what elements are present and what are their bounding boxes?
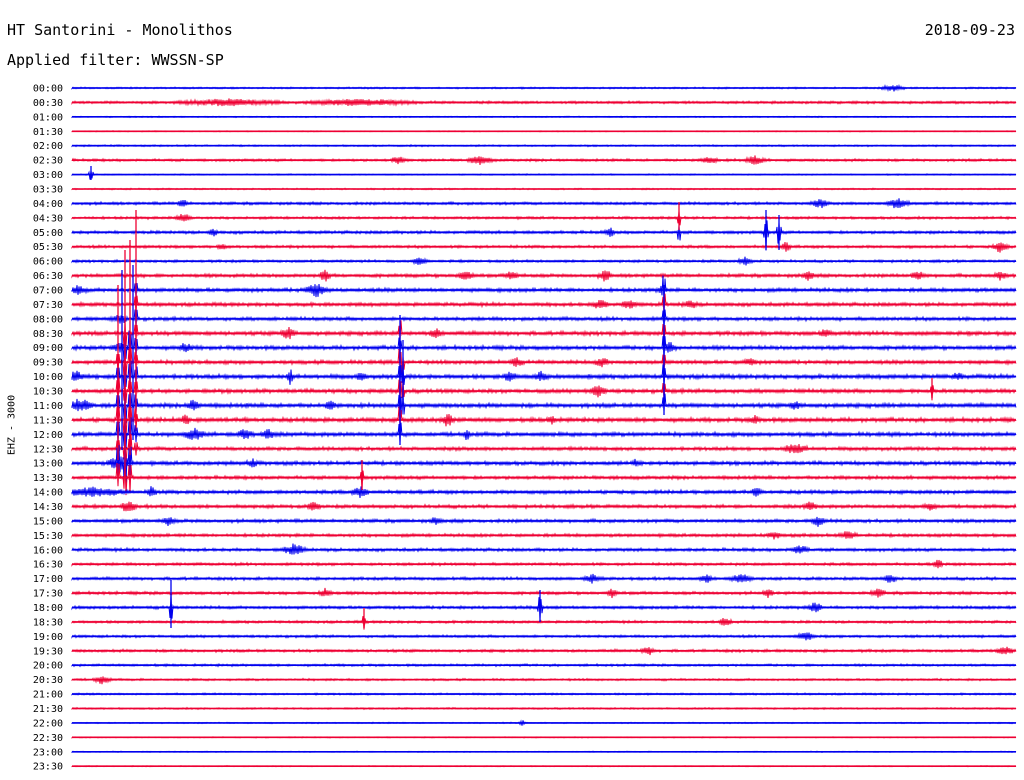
trace-row <box>71 320 1017 349</box>
row-label: 10:00 <box>33 372 63 383</box>
filter-label: Applied filter: WWSSN-SP <box>7 51 224 69</box>
row-label: 20:00 <box>33 661 63 672</box>
row-label: 09:00 <box>33 343 63 354</box>
trace-row <box>71 516 1017 527</box>
row-label: 12:00 <box>33 430 63 441</box>
row-label: 23:30 <box>33 762 63 773</box>
row-label: 21:00 <box>33 690 63 701</box>
row-label: 01:30 <box>33 127 63 138</box>
row-label: 03:30 <box>33 185 63 196</box>
row-label: 05:30 <box>33 242 63 253</box>
trace-row <box>71 594 1017 620</box>
row-label: 03:00 <box>33 170 63 181</box>
row-label: 12:30 <box>33 444 63 455</box>
row-label: 08:00 <box>33 314 63 325</box>
row-label: 19:30 <box>33 646 63 657</box>
row-label: 20:30 <box>33 675 63 686</box>
row-label: 17:00 <box>33 574 63 585</box>
row-label: 14:00 <box>33 488 63 499</box>
row-label: 07:30 <box>33 300 63 311</box>
row-label: 17:30 <box>33 589 63 600</box>
record-date: 2018-09-23 <box>924 21 1015 39</box>
row-label: 18:00 <box>33 603 63 614</box>
row-label: 19:00 <box>33 632 63 643</box>
row-label: 00:00 <box>33 84 63 95</box>
trace-row <box>71 346 1017 380</box>
trace-row <box>71 616 1017 630</box>
row-label: 21:30 <box>33 704 63 715</box>
row-label: 13:30 <box>33 473 63 484</box>
row-label: 11:00 <box>33 401 63 412</box>
row-label: 22:30 <box>33 733 63 744</box>
row-label: 11:30 <box>33 415 63 426</box>
trace-row <box>71 433 1017 468</box>
row-label: 10:30 <box>33 387 63 398</box>
row-label: 04:00 <box>33 199 63 210</box>
row-label: 00:30 <box>33 98 63 109</box>
row-label: 09:30 <box>33 358 63 369</box>
row-label: 13:00 <box>33 459 63 470</box>
row-label: 06:00 <box>33 257 63 268</box>
station-title: HT Santorini - Monolithos <box>7 21 233 39</box>
row-label: 01:00 <box>33 112 63 123</box>
trace-row <box>71 462 1017 496</box>
row-label: 04:30 <box>33 213 63 224</box>
row-label: 15:00 <box>33 516 63 527</box>
row-label: 02:00 <box>33 141 63 152</box>
row-label: 16:30 <box>33 560 63 571</box>
row-label: 02:30 <box>33 156 63 167</box>
row-label: 06:30 <box>33 271 63 282</box>
row-label: 22:00 <box>33 718 63 729</box>
row-label: 07:00 <box>33 286 63 297</box>
row-label: 08:30 <box>33 329 63 340</box>
row-label: 14:30 <box>33 502 63 513</box>
row-label: 15:30 <box>33 531 63 542</box>
row-label: 16:00 <box>33 545 63 556</box>
row-label: 23:00 <box>33 747 63 758</box>
row-label: 05:00 <box>33 228 63 239</box>
row-label: 18:30 <box>33 617 63 628</box>
trace-row <box>71 360 1017 391</box>
